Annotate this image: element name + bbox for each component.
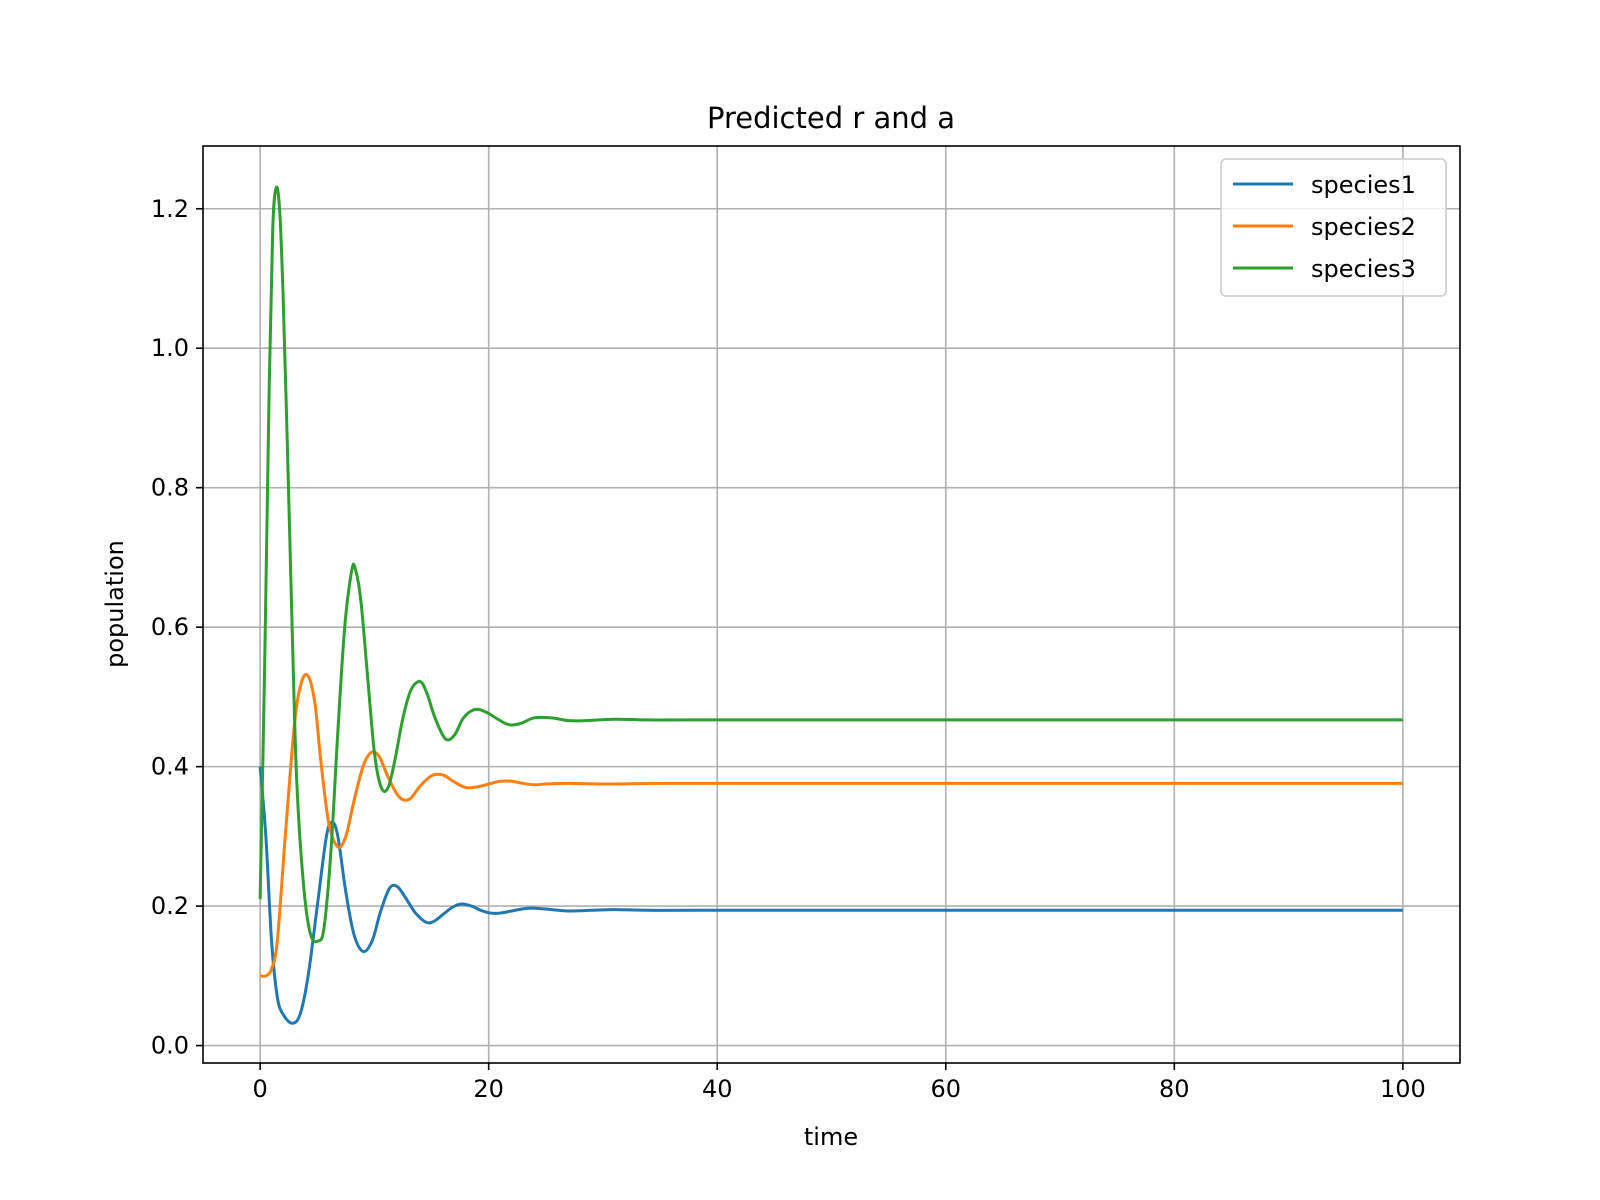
series-line-species2 (259, 672, 1403, 978)
series-line-species1 (258, 766, 1403, 1025)
x-tick-label: 0 (252, 1075, 267, 1103)
x-tick-label: 100 (1380, 1075, 1426, 1103)
legend-label-species2: species2 (1311, 213, 1416, 241)
y-tick-label: 0.6 (151, 613, 189, 641)
plot-area-frame (202, 145, 1461, 1064)
y-tick-label: 1.0 (151, 334, 189, 362)
x-axis-label: time (804, 1123, 858, 1151)
x-tick-label: 60 (930, 1075, 961, 1103)
y-tick-label: 1.2 (151, 195, 189, 223)
y-tick-label: 0.0 (151, 1032, 189, 1060)
axis-ticks: 0 20 40 60 80 100 0.0 0.2 0.4 0.6 0.8 1.0 1.2 (151, 195, 1426, 1103)
chart-title: Predicted r and a (707, 101, 955, 135)
series-line-species3 (258, 185, 1403, 944)
y-tick-label: 0.4 (151, 753, 189, 781)
x-tick-label: 80 (1159, 1075, 1190, 1103)
y-tick-label: 0.8 (151, 474, 189, 502)
legend-label-species3: species3 (1311, 255, 1416, 283)
legend-box (1220, 158, 1447, 297)
x-tick-label: 20 (473, 1075, 504, 1103)
x-tick-label: 40 (702, 1075, 733, 1103)
legend-label-species1: species1 (1311, 171, 1416, 199)
legend: species1 species2 species3 (1220, 158, 1447, 297)
y-tick-label: 0.2 (151, 892, 189, 920)
plot-series (258, 185, 1403, 1025)
y-axis-label: population (101, 540, 129, 668)
